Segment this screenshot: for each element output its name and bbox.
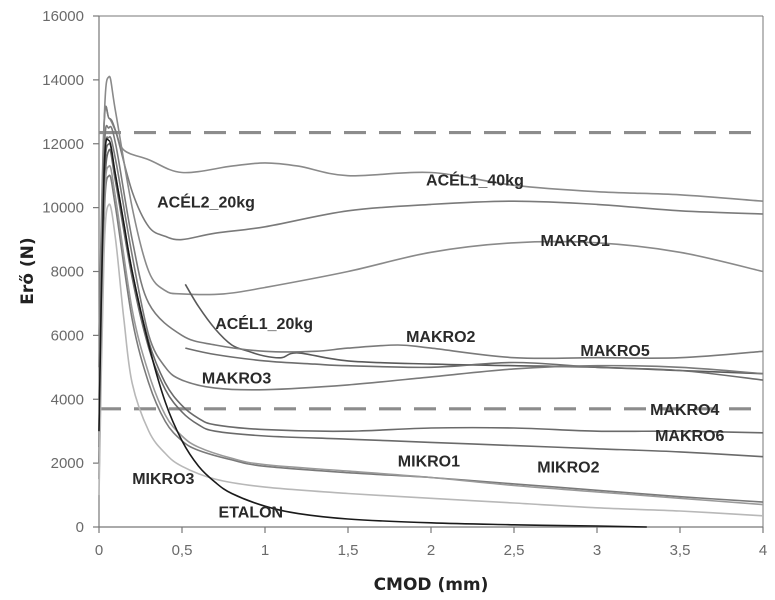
y-ticks: 0 2000 4000 6000 8000 10000 12000 14000 16000 <box>42 8 99 536</box>
x-tick-label: 4 <box>759 542 767 559</box>
y-tick-label: 8000 <box>51 264 84 281</box>
y-tick-label: 2000 <box>51 455 84 472</box>
x-ticks: 0 0,5 1 1,5 2 2,5 3 3,5 4 <box>95 527 767 559</box>
series-line-makro2 <box>98 124 764 432</box>
series-group <box>98 75 764 528</box>
series-line-makro1 <box>98 75 764 400</box>
x-tick-label: 3 <box>593 542 601 559</box>
series-label-mikro2: MIKRO2 <box>537 460 599 477</box>
x-tick-label: 2,5 <box>504 542 525 559</box>
series-line-mikro2 <box>98 164 764 506</box>
y-tick-label: 14000 <box>42 72 84 89</box>
y-tick-label: 10000 <box>42 200 84 217</box>
series-label-mikro1: MIKRO1 <box>398 453 460 470</box>
x-tick-label: 1 <box>261 542 269 559</box>
y-tick-label: 4000 <box>51 391 84 408</box>
series-label-makro1: MAKRO1 <box>541 233 610 250</box>
series-line-ac-l2-20kg <box>98 105 764 368</box>
x-tick-label: 3,5 <box>670 542 691 559</box>
series-labels: ACÉL1_40kg ACÉL2_20kg MAKRO1 ACÉL1_20kg MAKR… <box>132 170 724 521</box>
y-axis-title: Erő (N) <box>18 237 38 304</box>
series-label-makro6: MAKRO6 <box>655 428 724 445</box>
x-tick-label: 2 <box>427 542 435 559</box>
x-axis-title: CMOD (mm) <box>374 575 489 595</box>
x-tick-label: 0,5 <box>172 542 193 559</box>
series-label-ac-l1-40kg: ACÉL1_40kg <box>426 170 524 189</box>
x-tick-label: 0 <box>95 542 103 559</box>
series-line-ac-l1-40kg <box>98 105 764 336</box>
series-label-ac-l2-20kg: ACÉL2_20kg <box>157 193 255 212</box>
series-line-makro5 <box>185 347 764 381</box>
series-label-makro3: MAKRO3 <box>202 370 271 387</box>
series-label-makro2: MAKRO2 <box>406 329 475 346</box>
y-tick-label: 12000 <box>42 136 84 153</box>
x-tick-label: 1,5 <box>338 542 359 559</box>
series-line-makro4 <box>98 142 764 464</box>
series-line-mikro1 <box>98 174 764 503</box>
series-label-etalon: ETALON <box>219 504 284 521</box>
series-line-etalon <box>98 138 647 528</box>
series-line-makro3 <box>98 135 764 448</box>
y-tick-label: 16000 <box>42 8 84 25</box>
reference-lines <box>99 130 763 411</box>
y-tick-label: 0 <box>76 519 84 536</box>
series-label-makro5: MAKRO5 <box>580 343 649 360</box>
series-label-mikro3: MIKRO3 <box>132 471 194 488</box>
series-line-mikro3 <box>98 203 764 517</box>
series-label-makro4: MAKRO4 <box>650 402 719 419</box>
y-tick-label: 6000 <box>51 327 84 344</box>
series-label-ac-l1-20kg: ACÉL1_20kg <box>215 314 313 333</box>
series-line-makro6 <box>98 148 764 464</box>
